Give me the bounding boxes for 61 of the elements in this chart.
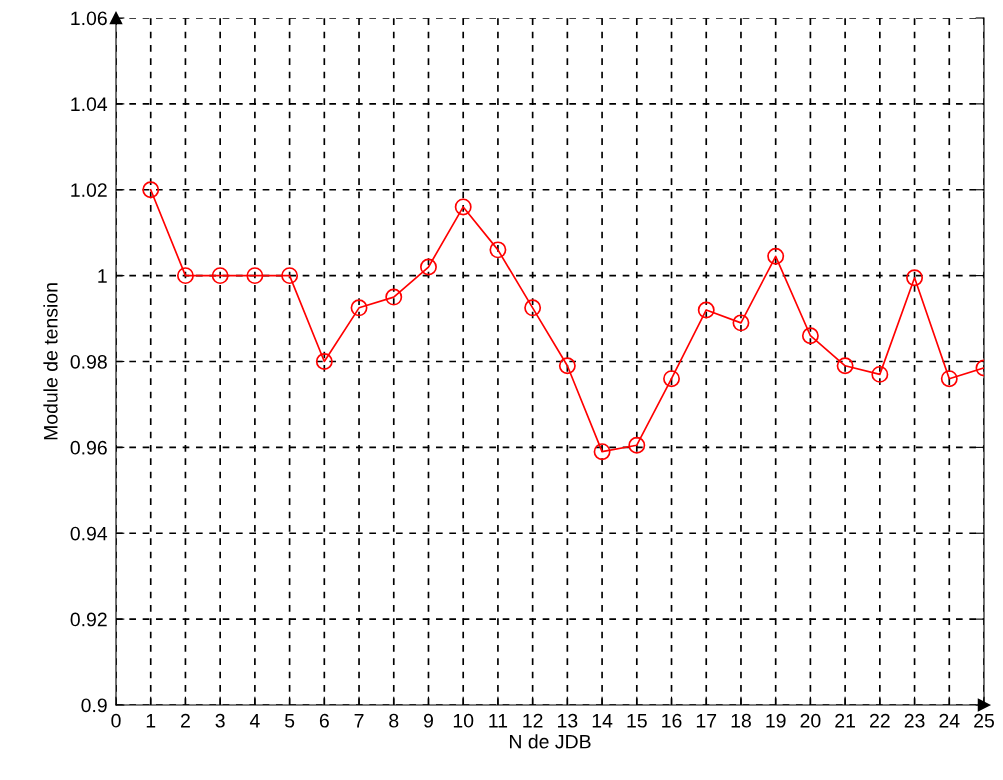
x-tick-label: 0: [111, 713, 121, 728]
y-tick-label: 1.06: [71, 11, 107, 26]
x-tick-label: 17: [696, 714, 717, 728]
x-tick-label: 21: [835, 713, 855, 728]
point: [732, 314, 750, 332]
x-tick-label: 24: [939, 713, 960, 728]
x-tick-label: 18: [731, 713, 751, 728]
x-tick-label: 22: [870, 713, 890, 728]
point: [315, 353, 333, 370]
x-tick-label: 25: [974, 713, 994, 728]
point: [142, 181, 160, 199]
x-tick-label: 3: [215, 713, 225, 728]
point: [801, 327, 819, 345]
x-tick-label: 16: [662, 713, 682, 728]
x-tick-label: 19: [766, 713, 786, 728]
point: [767, 247, 785, 265]
x-tick-label: 6: [319, 713, 329, 728]
point: [454, 198, 472, 216]
y-tick-label: 0.96: [70, 440, 107, 455]
x-tick-label: 7: [354, 714, 364, 728]
point: [281, 267, 299, 285]
point: [524, 299, 542, 317]
x-tick-label: 4: [249, 714, 260, 728]
point: [836, 357, 854, 375]
point: [593, 443, 611, 461]
y-tick-label: 0.98: [70, 354, 107, 369]
x-tick-label: 11: [489, 714, 508, 728]
point: [350, 299, 368, 317]
point: [871, 365, 889, 383]
x-axis-title: N de JDB: [509, 734, 591, 749]
point: [211, 267, 229, 285]
x-tick-label: 9: [423, 713, 433, 728]
x-tick-label: 15: [627, 714, 647, 728]
point: [906, 269, 924, 287]
point: [628, 436, 646, 454]
y-tick-label: 1.04: [71, 97, 108, 112]
point: [489, 241, 507, 259]
y-tick-label: 0.9: [81, 698, 107, 713]
x-tick-label: 23: [904, 713, 925, 728]
y-axis-title: Module de tension: [43, 283, 58, 440]
x-tick-label: 8: [389, 713, 399, 728]
point: [176, 267, 194, 285]
x-tick-label: 1: [146, 714, 156, 728]
x-tick-label: 10: [453, 713, 474, 728]
point: [385, 288, 403, 306]
x-tick-label: 20: [800, 713, 821, 728]
point: [663, 370, 680, 388]
point: [246, 267, 264, 285]
point: [697, 301, 715, 319]
point: [420, 258, 437, 276]
x-tick-label: 5: [284, 714, 295, 728]
y-tick-label: 0.92: [70, 612, 107, 627]
x-tick-label: 14: [592, 714, 613, 728]
point: [558, 357, 576, 375]
x-tick-label: 2: [181, 713, 190, 728]
y-tick-label: 1: [98, 269, 107, 283]
y-tick-label: 1.02: [71, 183, 107, 197]
point: [940, 370, 958, 388]
y-tick-label: 0.94: [70, 526, 108, 541]
x-tick-label: 13: [558, 713, 578, 728]
x-tick-label: 12: [523, 713, 543, 728]
